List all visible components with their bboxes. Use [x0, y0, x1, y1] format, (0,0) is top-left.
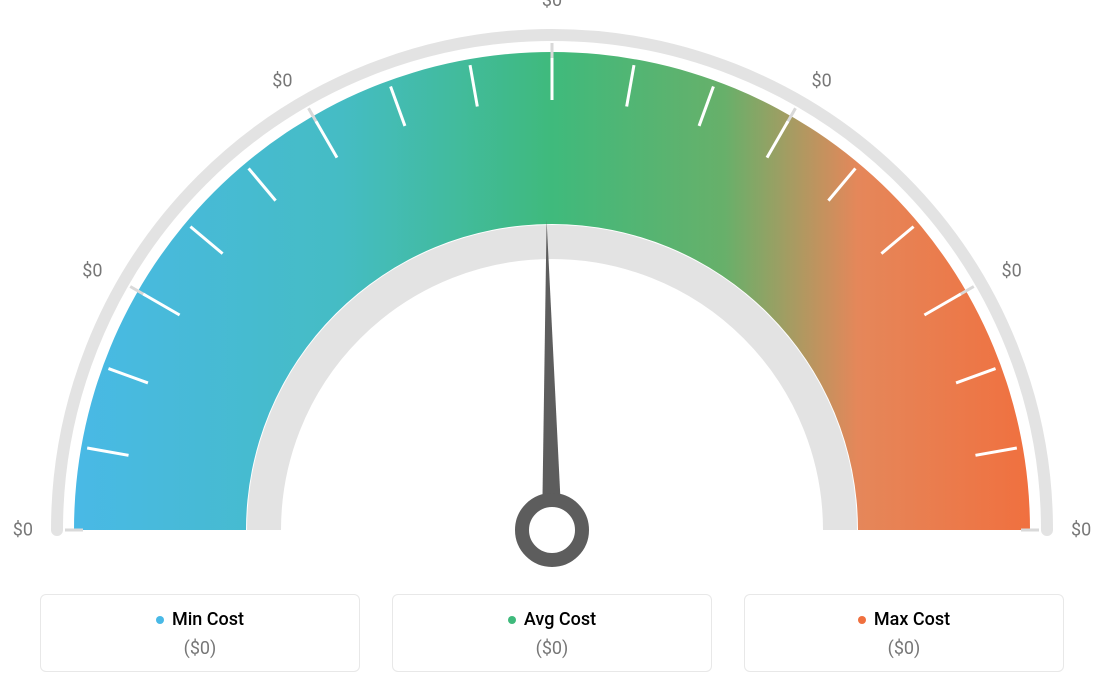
scale-label: $0 — [13, 520, 33, 541]
legend-dot-avg — [508, 616, 516, 624]
legend-dot-max — [858, 616, 866, 624]
legend-value-max: ($0) — [763, 638, 1045, 659]
scale-label: $0 — [82, 260, 102, 281]
legend-value-min: ($0) — [59, 638, 341, 659]
scale-label: $0 — [272, 70, 292, 91]
legend-card-avg: Avg Cost ($0) — [392, 594, 712, 673]
legend-row: Min Cost ($0) Avg Cost ($0) Max Cost ($0… — [0, 594, 1104, 673]
legend-card-max: Max Cost ($0) — [744, 594, 1064, 673]
legend-card-min: Min Cost ($0) — [40, 594, 360, 673]
legend-title-max: Max Cost — [858, 609, 950, 630]
gauge-chart-container: $0 $0 $0 $0 $0 $0 $0 Min Cost ($0) Avg Cost ($… — [0, 0, 1104, 690]
scale-label: $0 — [1071, 520, 1091, 541]
legend-title-avg-text: Avg Cost — [524, 609, 596, 630]
legend-title-avg: Avg Cost — [508, 609, 596, 630]
legend-title-min-text: Min Cost — [172, 609, 244, 630]
gauge-svg — [22, 10, 1082, 570]
scale-label: $0 — [542, 0, 562, 11]
legend-title-max-text: Max Cost — [874, 609, 950, 630]
scale-label: $0 — [1001, 260, 1021, 281]
legend-value-avg: ($0) — [411, 638, 693, 659]
legend-dot-min — [156, 616, 164, 624]
gauge-wrap — [22, 10, 1082, 570]
legend-title-min: Min Cost — [156, 609, 244, 630]
scale-label: $0 — [812, 70, 832, 91]
